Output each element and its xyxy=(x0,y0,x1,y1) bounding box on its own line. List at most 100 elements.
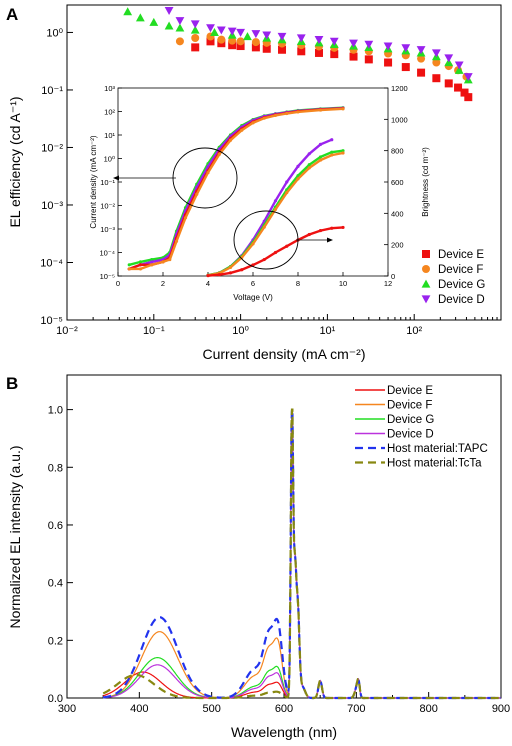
a-marker-device-d xyxy=(164,6,174,15)
a-marker-device-e xyxy=(417,68,426,77)
inset-x-tick-label: 10 xyxy=(339,279,347,288)
a-marker-device-e xyxy=(460,88,469,97)
inset-y-right-tick-label: 200 xyxy=(391,241,404,250)
inset-y-right-tick-label: 600 xyxy=(391,178,404,187)
a-y-tick-label: 10⁻⁴ xyxy=(40,257,63,269)
inset-brightness-point xyxy=(330,150,334,154)
inset-brightness-point xyxy=(296,177,300,181)
panel-b-frame xyxy=(66,374,502,699)
b-y-tick-label: 1.0 xyxy=(48,405,63,417)
a-marker-device-e xyxy=(384,58,393,67)
panel-b-spectra xyxy=(102,408,501,700)
a-marker-device-g xyxy=(210,28,219,37)
inset-brightness-point xyxy=(307,152,311,156)
a-legend-marker xyxy=(421,279,431,288)
inset-brightness-point xyxy=(273,207,278,212)
inset-current-density-point xyxy=(296,110,300,114)
inset-current-density-point xyxy=(150,260,154,264)
b-x-tick-label: 800 xyxy=(419,703,437,715)
a-y-tick-label: 10⁻¹ xyxy=(41,85,63,97)
inset-y-right-tick-label: 800 xyxy=(391,147,404,156)
inset-chart: 0 2 4 6 8 10 12 10⁻⁵ 10⁻⁴ 10⁻³ 10⁻² 10⁻¹ 10⁰ 10¹ 10² 10… xyxy=(89,84,430,302)
inset-brightness-point xyxy=(273,199,278,203)
a-marker-device-g xyxy=(164,21,174,30)
inset-brightness-point xyxy=(330,153,334,157)
inset-y-left-tick-label: 10⁻¹ xyxy=(100,178,115,187)
a-marker-device-g xyxy=(454,65,464,74)
a-legend-marker xyxy=(421,295,431,304)
panel-a-markers xyxy=(123,6,473,102)
inset-brightness-point xyxy=(341,225,345,230)
a-marker-device-f xyxy=(217,35,226,44)
inset-brightness-point xyxy=(217,273,221,277)
inset-brightness-curve xyxy=(207,151,344,277)
a-marker-device-e xyxy=(349,52,358,61)
inset-current-density-point xyxy=(183,216,188,220)
a-marker-device-e xyxy=(432,74,441,83)
a-marker-device-g xyxy=(243,32,252,41)
panel-a: 10⁻² 10⁻¹ 10⁰ 10¹ 10² 10⁻⁵10⁻⁴10⁻³10⁻²10⁻¹10… xyxy=(7,4,502,362)
a-marker-device-d xyxy=(444,54,454,63)
b-y-tick-label: 0.6 xyxy=(48,520,63,532)
b-legend-label: Device G xyxy=(387,414,434,426)
a-marker-device-e xyxy=(278,45,287,54)
b-spectrum-host-material-tapc xyxy=(102,408,501,700)
inset-brightness-point xyxy=(251,242,255,246)
a-marker-device-d xyxy=(463,73,473,82)
inset-y-left-label: Current density (mA cm⁻²) xyxy=(89,135,98,228)
inset-brightness-curve xyxy=(207,149,344,277)
a-marker-device-g xyxy=(123,7,133,16)
a-legend-label: Device G xyxy=(438,279,485,291)
a-marker-device-d xyxy=(216,26,226,35)
b-x-tick-label: 600 xyxy=(275,703,293,715)
inset-brightness-point xyxy=(307,232,311,237)
inset-arrow-right-head xyxy=(327,237,333,243)
inset-current-density-point xyxy=(150,257,154,262)
a-marker-device-e xyxy=(191,43,200,52)
inset-brightness-point xyxy=(240,268,244,272)
inset-current-density-point xyxy=(341,107,345,111)
a-marker-device-g xyxy=(149,17,159,26)
b-x-tick-label: 700 xyxy=(347,703,365,715)
panel-label-a: A xyxy=(6,5,18,24)
inset-brightness-point xyxy=(341,149,345,153)
a-marker-device-g xyxy=(190,25,200,34)
inset-current-density-point xyxy=(138,260,143,264)
inset-brightness-point xyxy=(296,164,300,168)
a-y-tick-label: 10⁻² xyxy=(41,142,63,154)
a-marker-device-f xyxy=(417,54,426,63)
a-marker-device-d xyxy=(383,42,393,51)
inset-curves xyxy=(127,106,345,278)
b-y-tick-label: 0.4 xyxy=(48,578,63,590)
b-y-tick-label: 0.8 xyxy=(48,462,63,474)
a-marker-device-f xyxy=(175,37,184,46)
inset-brightness-point xyxy=(206,274,210,278)
inset-ticks: 0 2 4 6 8 10 12 10⁻⁵ 10⁻⁴ 10⁻³ 10⁻² 10⁻¹ 10⁰ 10¹ 10² 10… xyxy=(99,84,407,288)
inset-y-right-tick-label: 400 xyxy=(391,209,404,218)
panel-a-x-ticks: 10⁻² 10⁻¹ 10⁰ 10¹ 10² xyxy=(56,314,498,337)
inset-current-density-point xyxy=(285,111,289,116)
b-legend-label: Device F xyxy=(387,400,432,412)
inset-current-density-point xyxy=(138,263,143,267)
inset-current-density-point xyxy=(262,116,266,120)
a-legend-label: Device F xyxy=(438,264,483,276)
a-marker-device-f xyxy=(251,38,260,47)
a-marker-device-d xyxy=(236,28,245,37)
b-legend-label: Host material:TAPC xyxy=(387,443,488,455)
panel-label-b: B xyxy=(6,374,18,393)
a-marker-device-e xyxy=(236,42,245,51)
inset-y-left-tick-label: 10⁰ xyxy=(104,155,115,164)
inset-x-tick-label: 6 xyxy=(251,279,255,288)
inset-frame xyxy=(117,87,389,277)
inset-current-density-curve xyxy=(128,106,344,271)
a-marker-device-e xyxy=(206,37,215,46)
a-y-tick-label: 10⁻⁵ xyxy=(40,315,63,327)
inset-current-density-point xyxy=(228,138,233,142)
inset-current-density-point xyxy=(161,260,165,264)
inset-x-tick-label: 8 xyxy=(296,279,300,288)
inset-brightness-point xyxy=(307,163,311,167)
inset-x-label: Voltage (V) xyxy=(233,293,273,302)
inset-y-left-tick-label: 10⁻² xyxy=(100,202,115,211)
panel-b: 300 400 500 600 700 800 9000.00.20.40.60.81.0 … xyxy=(7,374,510,740)
a-marker-device-g xyxy=(175,23,185,32)
